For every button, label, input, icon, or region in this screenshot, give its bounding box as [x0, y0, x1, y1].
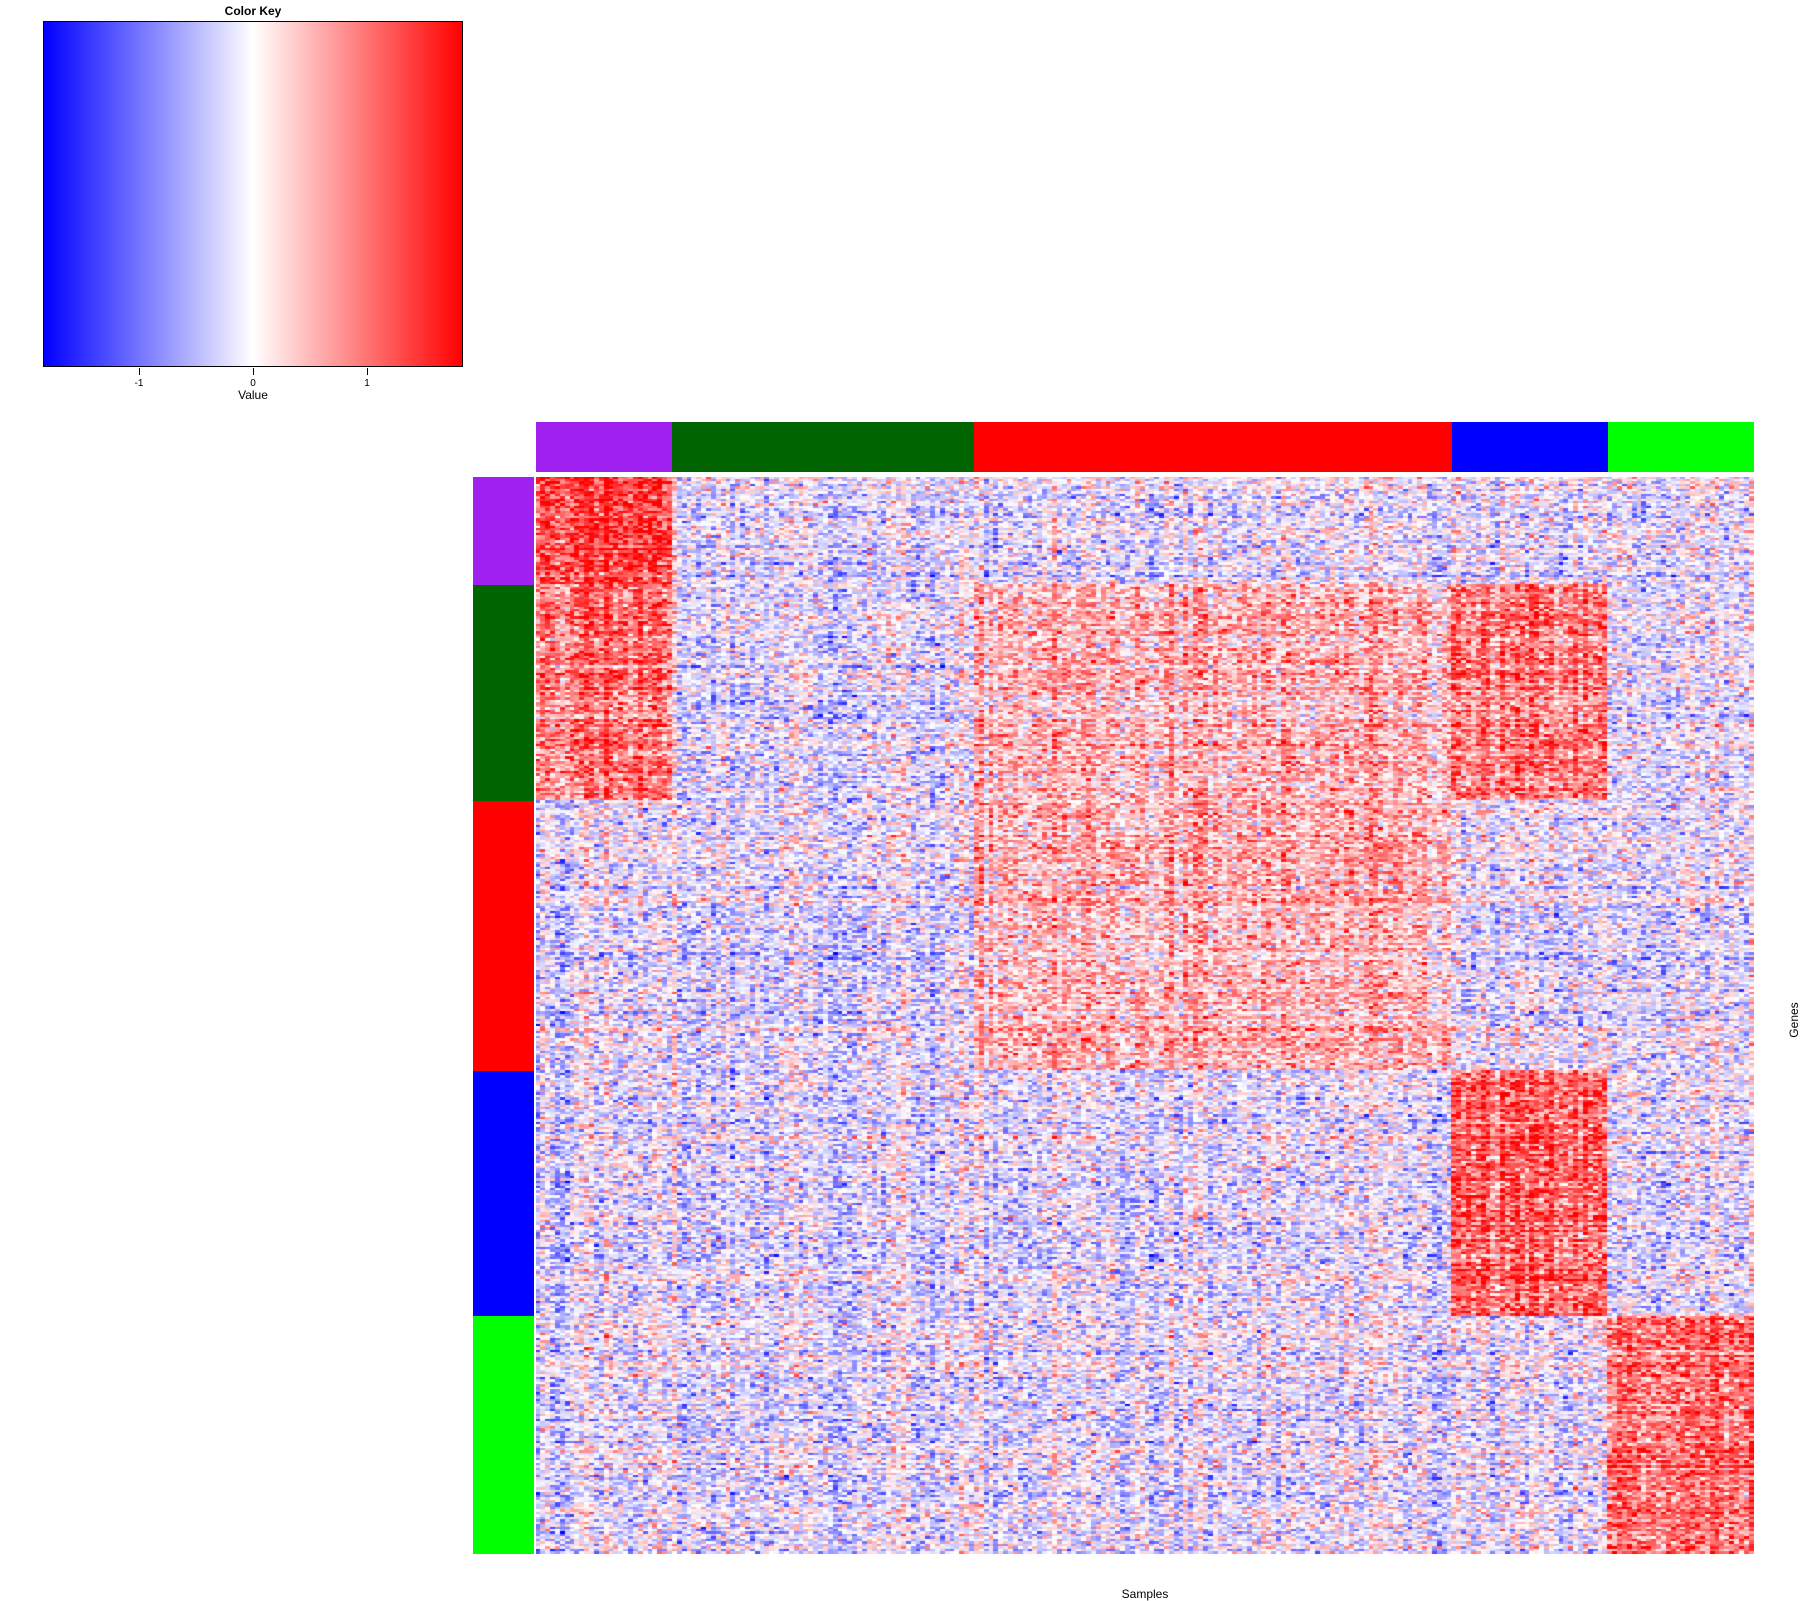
- column-group-bar: [536, 422, 673, 472]
- column-group-bar: [974, 422, 1452, 472]
- color-key-tick-label: 1: [364, 378, 370, 389]
- color-key-gradient: [43, 21, 463, 367]
- heatmap-cells: [536, 477, 1754, 1554]
- color-key-title: Color Key: [224, 4, 282, 18]
- color-key-tick: [253, 368, 254, 375]
- row-group-bar: [473, 800, 534, 1071]
- y-axis-label: Genes: [1787, 1002, 1800, 1038]
- color-key-tick-label: 0: [250, 378, 256, 389]
- color-key-tick-label: -1: [134, 378, 144, 389]
- column-group-bar: [1451, 422, 1608, 472]
- row-group-bar: [473, 477, 534, 585]
- row-group-bar: [473, 584, 534, 801]
- color-key-xlabel: Value: [238, 388, 268, 402]
- column-group-bar: [1607, 422, 1754, 472]
- column-group-bar: [672, 422, 975, 472]
- row-group-bar: [473, 1070, 534, 1317]
- color-key-tick: [367, 368, 368, 375]
- x-axis-label: Samples: [1121, 1587, 1169, 1601]
- row-group-bar: [473, 1316, 534, 1554]
- color-key-tick: [139, 368, 140, 375]
